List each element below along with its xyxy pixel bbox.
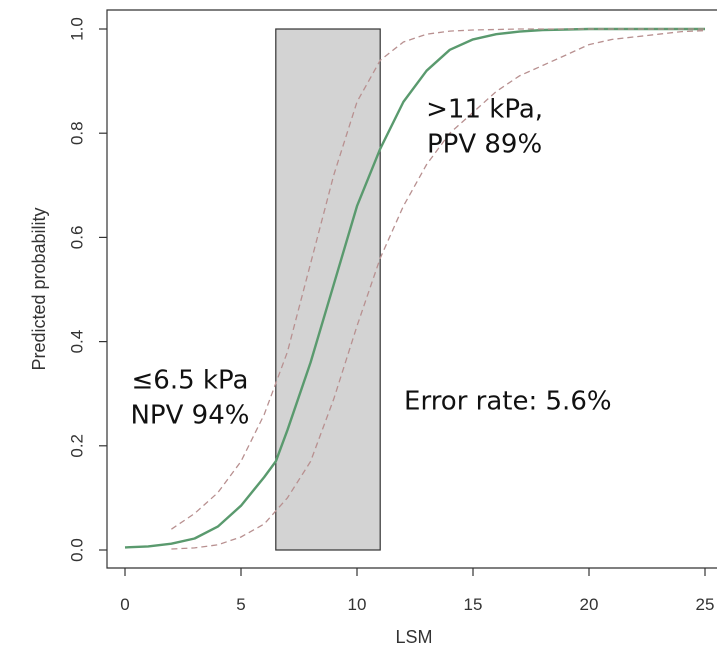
- x-tick-label: 0: [120, 595, 129, 614]
- y-tick-label: 0.4: [67, 330, 86, 354]
- series-line-fit: [124, 27, 705, 549]
- series-line-lower-bound: [171, 29, 706, 550]
- annotation-line: >11 kPa,: [426, 95, 543, 125]
- y-axis-title: Predicted probability: [29, 207, 49, 370]
- annotation-line: NPV 94%: [130, 400, 249, 430]
- y-tick-label: 1.0: [67, 17, 86, 41]
- x-tick-label: 5: [236, 595, 245, 614]
- plot-frame: [106, 9, 717, 569]
- y-tick-label: 0.8: [67, 121, 86, 145]
- annotation-text: Error rate: 5.6%: [404, 386, 612, 416]
- series-line-upper-bound: [171, 28, 705, 530]
- y-tick-label: 0.2: [67, 434, 86, 458]
- annotation-line: ≤6.5 kPa: [132, 365, 249, 395]
- x-axis-title: LSM: [395, 627, 432, 647]
- shaded-interval-box: [275, 28, 381, 551]
- x-tick-label: 15: [464, 595, 483, 614]
- y-tick-label: 0.0: [67, 538, 86, 562]
- x-tick-label: 10: [348, 595, 367, 614]
- x-tick-label: 25: [696, 595, 715, 614]
- annotation-text: ≤6.5 kPa NPV 94%: [130, 365, 249, 430]
- annotation-text: >11 kPa, PPV 89%: [426, 95, 543, 160]
- y-tick-label: 0.6: [67, 226, 86, 250]
- x-tick-label: 20: [580, 595, 599, 614]
- annotation-line: PPV 89%: [427, 130, 542, 160]
- annotation-line: Error rate: 5.6%: [404, 386, 612, 416]
